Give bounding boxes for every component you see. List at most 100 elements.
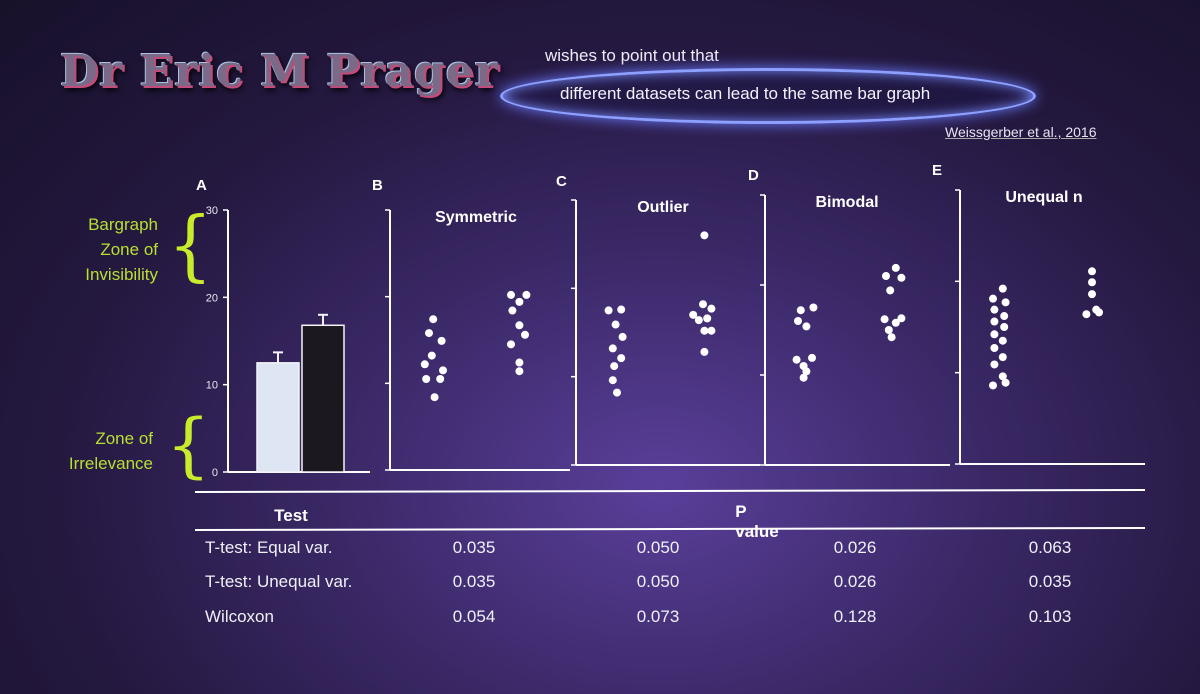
y-tick-label: 0 — [212, 467, 218, 479]
data-point — [1000, 312, 1009, 321]
data-point — [989, 294, 997, 303]
data-point — [430, 393, 439, 402]
table-header-pvalue: P value — [735, 502, 779, 541]
panel-letter-a: A — [196, 177, 207, 194]
data-point — [522, 290, 531, 299]
data-point — [617, 305, 626, 314]
data-point — [707, 304, 716, 313]
data-point — [1001, 378, 1010, 387]
data-point — [521, 330, 529, 339]
data-point — [796, 306, 805, 315]
panel-title-d: Bimodal — [815, 194, 878, 211]
data-point — [998, 284, 1007, 293]
data-point — [700, 347, 709, 356]
table-cell-value: 0.026 — [833, 538, 877, 557]
data-point — [422, 375, 431, 383]
data-point — [427, 351, 436, 360]
data-point — [700, 326, 709, 335]
data-point — [1088, 267, 1096, 276]
bar-1 — [256, 362, 300, 473]
panel-letter-b: B — [372, 177, 383, 194]
zone-bottom-line1: Zone of — [95, 429, 153, 448]
data-point — [703, 314, 712, 323]
zone-brace-bottom: { — [166, 404, 211, 486]
table-cell-value: 0.054 — [452, 607, 496, 626]
data-point — [990, 344, 999, 353]
table-cell-value: 0.128 — [833, 607, 877, 626]
table-cell-value: 0.026 — [833, 572, 877, 591]
data-point — [799, 373, 808, 382]
table-row-label: Wilcoxon — [205, 607, 274, 626]
data-point — [700, 231, 709, 240]
data-point — [439, 366, 447, 375]
data-point — [1095, 308, 1103, 317]
data-point — [611, 320, 620, 329]
data-point — [990, 317, 999, 326]
table-row-label: T-test: Unequal var. — [205, 572, 353, 591]
panel-title-e: Unequal n — [1005, 189, 1082, 206]
zone-invisibility-label: Bargraph Zone of Invisibility — [40, 212, 158, 287]
data-point — [1088, 290, 1096, 299]
data-point — [897, 314, 906, 323]
data-point — [437, 336, 446, 345]
bar-2 — [301, 324, 345, 473]
data-point — [429, 315, 438, 324]
data-point — [989, 381, 997, 390]
highlight-oval — [500, 68, 1036, 124]
table-cell-value: 0.035 — [452, 572, 496, 591]
data-point — [707, 326, 716, 335]
data-point — [1001, 298, 1010, 307]
data-point — [515, 297, 524, 306]
data-point — [508, 306, 517, 315]
subtitle-line1: wishes to point out that — [545, 46, 719, 65]
panel-title-c: Outlier — [637, 199, 689, 216]
table-top-rule — [194, 489, 1146, 493]
panel-title-b: Symmetric — [435, 209, 517, 226]
data-point — [608, 344, 617, 353]
data-point — [998, 336, 1007, 345]
zone-top-line3: Invisibility — [85, 265, 158, 284]
data-point — [699, 300, 707, 309]
zone-irrelevance-label: Zone of Irrelevance — [40, 426, 153, 476]
data-point — [515, 321, 524, 330]
data-point — [886, 286, 895, 295]
data-point — [436, 375, 445, 383]
table-cell-value: 0.073 — [636, 607, 680, 626]
data-point — [515, 358, 524, 367]
zone-top-line1: Bargraph — [88, 215, 158, 234]
data-point — [802, 367, 811, 376]
data-point — [694, 316, 703, 325]
data-point — [998, 353, 1007, 362]
zone-brace-top: { — [168, 199, 213, 291]
data-point — [880, 315, 889, 324]
data-point — [809, 303, 818, 312]
data-point — [1082, 310, 1091, 319]
data-point — [608, 376, 617, 385]
data-point — [1088, 278, 1096, 287]
data-point — [990, 330, 999, 339]
table-cell-value: 0.050 — [636, 572, 680, 591]
data-point — [604, 306, 613, 315]
data-point — [802, 322, 811, 331]
zone-bottom-line2: Irrelevance — [68, 454, 153, 473]
table-cell-value: 0.035 — [1028, 572, 1072, 591]
data-point — [689, 310, 698, 319]
table-cell-value: 0.035 — [452, 538, 496, 557]
data-point — [990, 305, 999, 314]
data-point — [507, 290, 515, 299]
data-point — [891, 318, 900, 327]
table-header-rule — [194, 527, 1146, 531]
y-tick-label: 10 — [206, 380, 218, 392]
y-tick-label: 30 — [206, 205, 218, 217]
table-cell-value: 0.050 — [636, 538, 680, 557]
author-logo: Dr Eric M Prager — [60, 46, 499, 97]
data-point — [420, 360, 429, 369]
table-cell-value: 0.103 — [1028, 607, 1072, 626]
data-point — [515, 367, 524, 376]
data-point — [425, 329, 433, 338]
data-point — [1000, 323, 1009, 331]
data-point — [618, 332, 627, 341]
panel-letter-d: D — [748, 167, 759, 184]
table-cell-value: 0.063 — [1028, 538, 1072, 557]
